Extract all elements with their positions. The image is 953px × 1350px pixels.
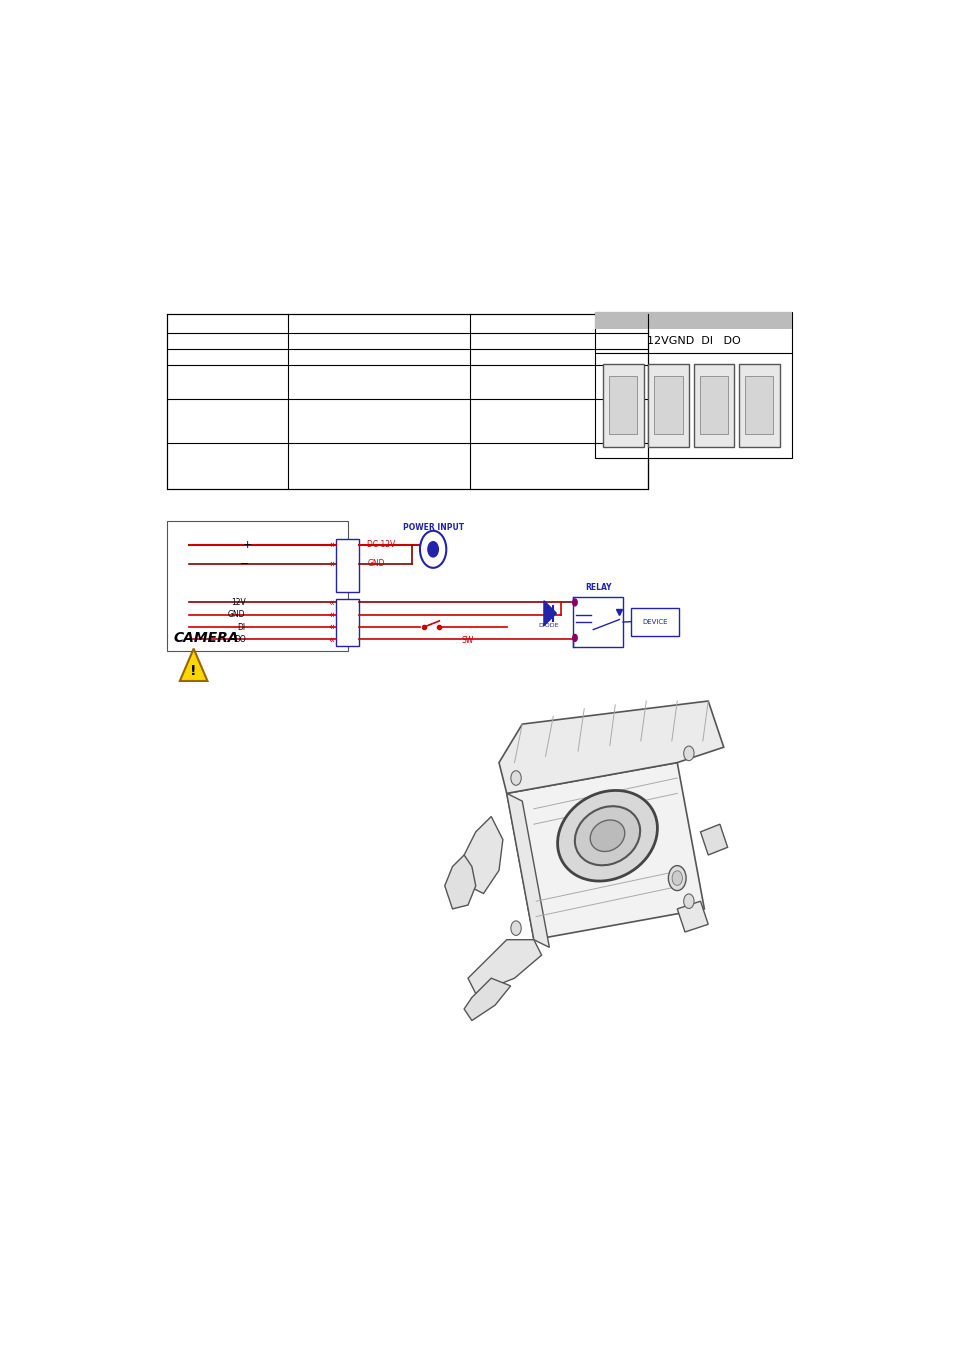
Bar [335,599,359,645]
Polygon shape [700,825,727,855]
Text: «: « [329,610,335,620]
Text: DC 12V: DC 12V [367,540,395,549]
Circle shape [683,747,694,760]
Circle shape [572,633,578,643]
Bar [608,377,637,435]
Circle shape [419,531,446,568]
Text: DO: DO [233,634,245,644]
Text: POWER INPUT: POWER INPUT [402,522,463,532]
Polygon shape [498,701,723,794]
Polygon shape [464,979,510,1021]
Bar [693,363,734,447]
Polygon shape [444,855,476,909]
Circle shape [671,871,681,886]
Text: !: ! [191,664,196,678]
Text: «: « [329,559,335,568]
Text: DI: DI [237,622,245,632]
Text: «: « [329,540,335,549]
Text: 12VGND  DI   DO: 12VGND DI DO [646,336,740,346]
Text: GND: GND [367,559,384,568]
Text: «: « [329,634,335,644]
Bar [167,315,647,489]
Bar [595,312,791,329]
Ellipse shape [590,819,624,852]
Circle shape [668,865,685,891]
Bar [738,363,779,447]
Polygon shape [677,902,707,932]
Circle shape [427,541,438,558]
Polygon shape [506,763,703,940]
Text: «: « [329,598,335,608]
Bar [595,312,791,459]
Text: 12V: 12V [231,598,245,608]
Text: +: + [242,540,252,549]
Circle shape [511,921,520,936]
Bar [699,377,727,435]
Text: CAMERA: CAMERA [173,630,239,645]
Polygon shape [180,648,207,680]
Ellipse shape [575,806,639,865]
Circle shape [572,598,578,606]
Ellipse shape [557,791,657,882]
Text: −: − [240,559,250,568]
Bar [167,521,348,651]
Bar [630,608,679,636]
Text: DEVICE: DEVICE [641,618,667,625]
Polygon shape [464,817,502,894]
Bar [572,597,622,647]
Polygon shape [543,601,556,625]
Text: RELAY: RELAY [584,583,611,591]
Bar [744,377,773,435]
Text: «: « [329,622,335,632]
Bar [654,377,682,435]
Text: GND: GND [228,610,245,620]
Circle shape [683,894,694,909]
Text: SW: SW [461,636,474,644]
Bar [335,539,359,591]
Bar [647,363,688,447]
Polygon shape [468,940,541,994]
Polygon shape [506,794,549,948]
Circle shape [511,771,520,786]
Bar [602,363,643,447]
Text: DIODE: DIODE [537,624,558,628]
